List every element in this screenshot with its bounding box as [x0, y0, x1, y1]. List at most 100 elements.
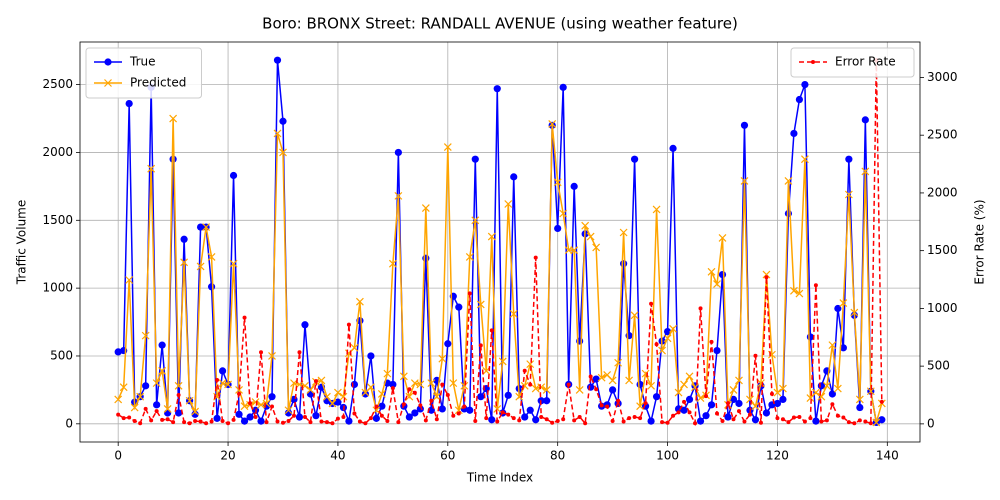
marker [753, 353, 758, 358]
marker [625, 332, 633, 340]
marker [125, 100, 133, 108]
marker [713, 346, 721, 355]
marker [808, 416, 813, 421]
marker [537, 383, 546, 392]
marker [868, 421, 873, 426]
x-tick-label: 120 [766, 449, 789, 463]
marker [614, 358, 623, 367]
marker [764, 275, 769, 280]
marker [191, 410, 199, 418]
marker [273, 56, 282, 64]
marker [411, 409, 419, 417]
y-axis-label: Traffic Volume [15, 200, 29, 286]
marker [504, 200, 513, 208]
marker [334, 388, 342, 397]
marker [521, 413, 529, 421]
legend-box [790, 47, 915, 78]
marker [866, 387, 875, 396]
marker [592, 243, 601, 252]
marker [196, 223, 205, 231]
y2-axis-label: Error Rate (%) [973, 199, 987, 284]
marker [663, 334, 672, 343]
marker [641, 369, 650, 378]
marker [630, 155, 639, 163]
marker [510, 173, 518, 181]
marker [412, 390, 417, 395]
marker [368, 416, 373, 421]
marker [795, 95, 804, 104]
marker [687, 410, 692, 415]
marker [418, 403, 423, 408]
marker [800, 155, 809, 164]
series [116, 58, 884, 427]
marker [663, 327, 672, 336]
marker [693, 421, 698, 426]
marker [451, 413, 456, 418]
marker [740, 121, 749, 129]
marker [685, 372, 694, 381]
marker [284, 406, 293, 415]
marker [812, 417, 820, 425]
marker [504, 391, 512, 399]
marker [191, 407, 200, 416]
marker [572, 418, 577, 423]
y-tick-label: 2500 [42, 77, 73, 91]
marker [407, 387, 412, 392]
marker [312, 412, 320, 420]
marker [758, 420, 763, 425]
marker [830, 402, 835, 407]
marker [786, 420, 791, 425]
marker [104, 79, 112, 87]
marker [839, 299, 848, 307]
marker [270, 404, 275, 409]
marker [240, 417, 249, 425]
marker [685, 395, 694, 403]
marker [757, 379, 765, 388]
marker [638, 416, 643, 421]
marker [731, 417, 736, 422]
marker [174, 381, 183, 390]
marker [707, 267, 716, 276]
marker [355, 297, 364, 306]
marker [583, 421, 588, 426]
marker [610, 418, 615, 423]
marker [389, 380, 397, 389]
marker [608, 376, 617, 385]
marker [262, 399, 271, 408]
marker [171, 420, 176, 425]
marker [224, 380, 232, 389]
marker [674, 405, 683, 413]
marker [643, 401, 648, 406]
marker [702, 412, 710, 420]
marker [570, 246, 579, 255]
marker [597, 373, 606, 382]
marker [383, 369, 392, 378]
marker [478, 343, 483, 348]
marker [824, 418, 829, 423]
marker [268, 352, 276, 360]
marker [780, 417, 785, 422]
marker [621, 419, 626, 424]
marker [625, 376, 634, 385]
marker [620, 260, 628, 268]
marker [198, 419, 203, 424]
marker [153, 401, 161, 409]
marker [301, 321, 309, 329]
marker [242, 315, 247, 320]
marker [229, 171, 238, 180]
marker [775, 416, 780, 421]
marker [160, 417, 165, 422]
y2-tick-label: 2500 [927, 128, 958, 142]
marker [822, 381, 831, 390]
marker [779, 384, 787, 393]
marker [751, 402, 760, 411]
marker [361, 390, 370, 398]
marker [114, 348, 122, 356]
marker [341, 414, 346, 419]
marker [432, 392, 441, 401]
marker [669, 324, 677, 333]
marker [130, 403, 139, 412]
marker [747, 412, 752, 417]
marker [394, 148, 402, 157]
marker [455, 303, 463, 311]
